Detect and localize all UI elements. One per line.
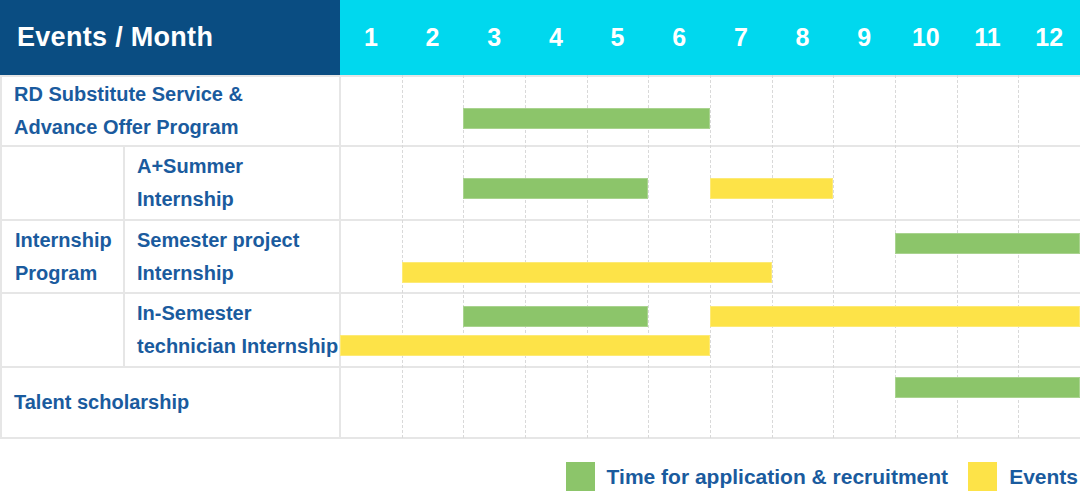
row-label-rd-substitute-service: RD Substitute Service & Advance Offer Pr… — [0, 75, 340, 146]
month-tick-8: 8 — [772, 0, 834, 75]
month-tick-12: 12 — [1018, 0, 1080, 75]
row-label-line: Talent scholarship — [14, 386, 340, 419]
month-gridline — [587, 75, 588, 438]
gantt-bar-application — [895, 377, 1080, 398]
row-label-a-plus-summer-internship: A+Summer Internship — [124, 146, 340, 220]
group-label-line: Internship — [15, 224, 124, 257]
month-header-row: 1 2 3 4 5 6 7 8 9 10 11 12 — [340, 0, 1080, 75]
month-gridline — [710, 75, 711, 438]
legend-swatch-events-icon — [968, 462, 997, 491]
month-tick-3: 3 — [463, 0, 525, 75]
month-tick-11: 11 — [957, 0, 1019, 75]
row-label-line: A+Summer — [137, 150, 340, 183]
header-events-month-cell: Events / Month — [0, 0, 340, 75]
row-label-line: Advance Offer Program — [14, 111, 340, 144]
legend-swatch-application-icon — [566, 462, 595, 491]
row-label-line: technician Internship — [137, 330, 340, 363]
month-tick-10: 10 — [895, 0, 957, 75]
month-gridline — [525, 75, 526, 438]
gantt-bar-application — [463, 178, 648, 199]
row-label-in-semester-technician-internship: In-Semester technician Internship — [124, 293, 340, 367]
month-tick-6: 6 — [648, 0, 710, 75]
gantt-bar-application — [463, 108, 710, 129]
gantt-bar-application — [895, 233, 1080, 254]
row-label-semester-project-internship: Semester project Internship — [124, 220, 340, 293]
row-label-line: Internship — [137, 183, 340, 216]
gantt-bar-event — [710, 178, 833, 199]
row-label-talent-scholarship: Talent scholarship — [0, 367, 340, 438]
legend-label-application: Time for application & recruitment — [607, 465, 949, 489]
row-label-line: RD Substitute Service & — [14, 78, 340, 111]
header-title: Events / Month — [17, 22, 213, 53]
month-tick-5: 5 — [587, 0, 649, 75]
group-label-line: Program — [15, 257, 124, 290]
month-gridline — [402, 75, 403, 438]
row-label-line: Internship — [137, 257, 340, 290]
month-tick-9: 9 — [833, 0, 895, 75]
month-tick-7: 7 — [710, 0, 772, 75]
legend-label-events: Events — [1009, 465, 1078, 489]
month-tick-1: 1 — [340, 0, 402, 75]
group-label-internship-program: Internship Program — [0, 146, 124, 367]
legend: Time for application & recruitment Event… — [566, 460, 1078, 493]
month-gridline — [463, 75, 464, 438]
gantt-bar-event — [340, 335, 710, 356]
month-tick-2: 2 — [402, 0, 464, 75]
gantt-bar-event — [402, 262, 772, 283]
row-label-line: Semester project — [137, 224, 340, 257]
row-label-line: In-Semester — [137, 297, 340, 330]
gantt-bar-application — [463, 306, 648, 327]
gantt-bar-event — [710, 306, 1080, 327]
month-gridline — [648, 75, 649, 438]
gantt-schedule-chart: Events / Month 1 2 3 4 5 6 7 8 9 10 11 1… — [0, 0, 1080, 494]
month-gridline — [833, 75, 834, 438]
month-gridline — [772, 75, 773, 438]
month-tick-4: 4 — [525, 0, 587, 75]
